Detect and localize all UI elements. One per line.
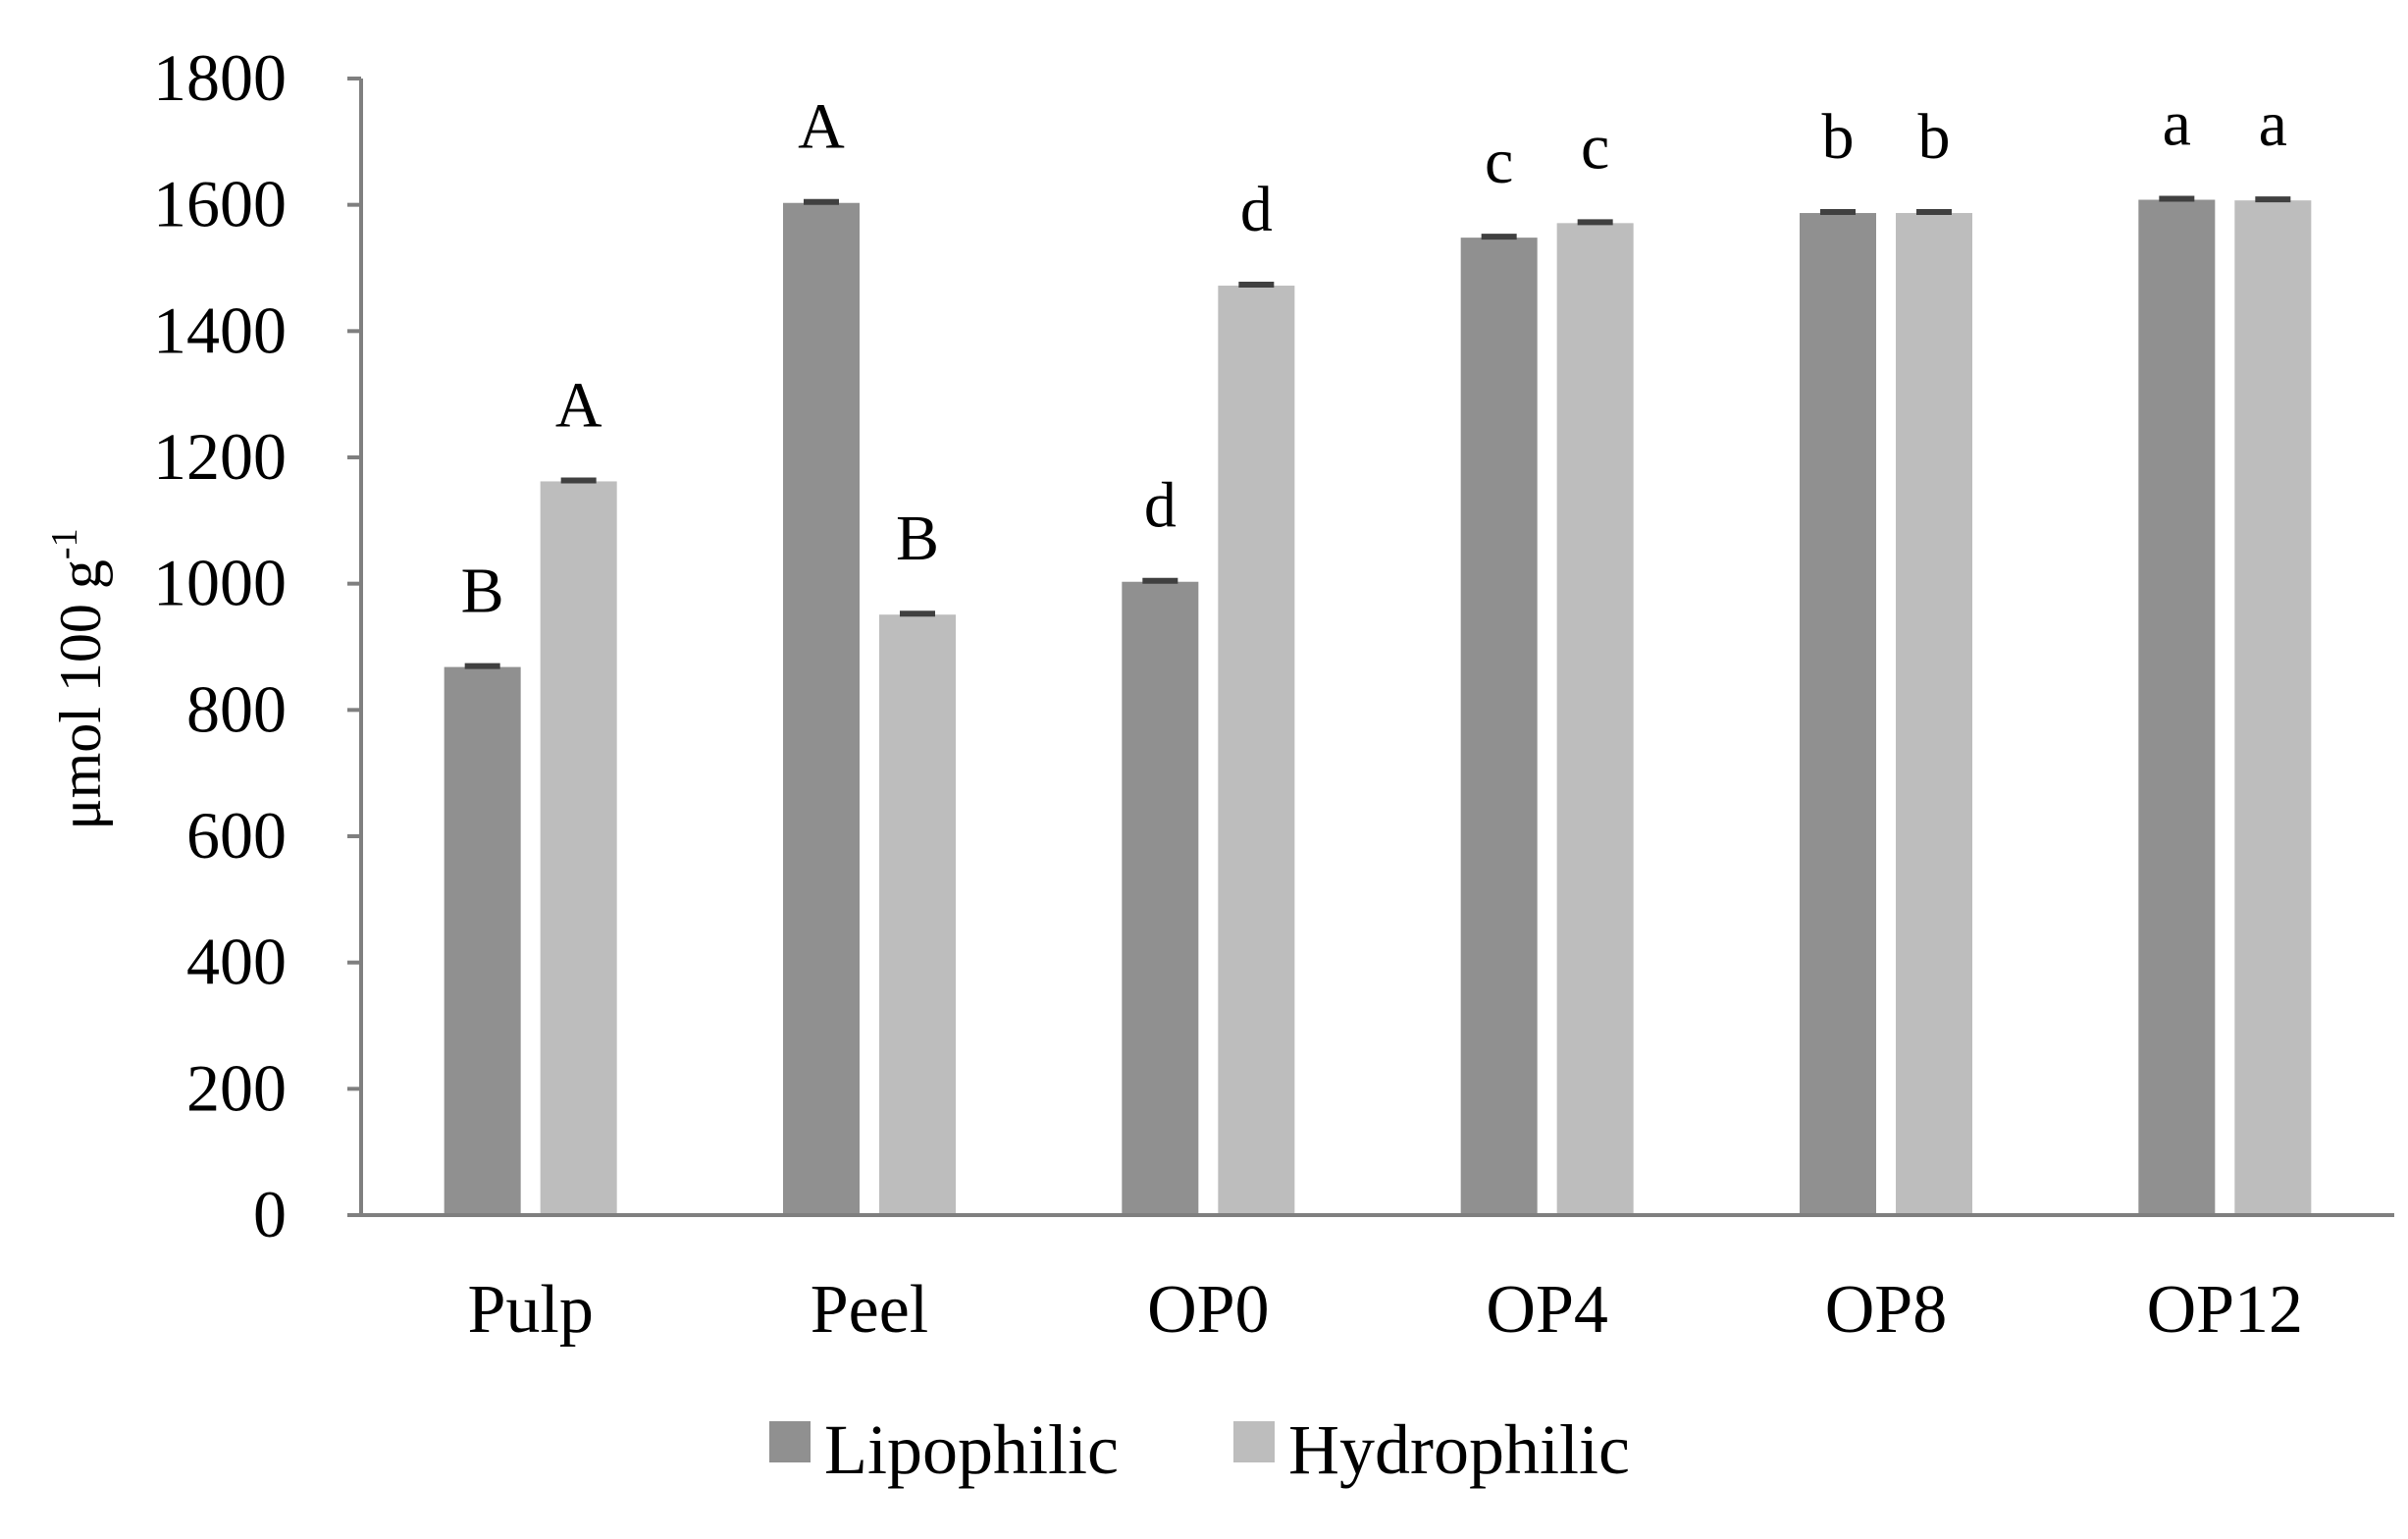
- bar-lipophilic-op8: [1800, 213, 1876, 1215]
- y-tick-label: 0: [253, 1177, 287, 1251]
- bar-hydrophilic-peel: [879, 614, 956, 1215]
- sig-label-hydrophilic-pulp: A: [555, 369, 602, 441]
- x-tick-label-op4: OP4: [1486, 1272, 1607, 1348]
- bar-hydrophilic-op4: [1556, 223, 1634, 1215]
- sig-label-lipophilic-op0: d: [1144, 470, 1177, 542]
- y-tick-label: 1600: [153, 167, 287, 241]
- x-tick-label-op12: OP12: [2147, 1272, 2303, 1348]
- sig-label-lipophilic-op8: b: [1822, 101, 1855, 173]
- sig-label-hydrophilic-op0: d: [1240, 174, 1273, 245]
- legend-swatch-lipophilic: [769, 1421, 811, 1462]
- x-tick-label-pulp: Pulp: [467, 1272, 593, 1348]
- bar-hydrophilic-pulp: [540, 481, 617, 1215]
- y-tick-label: 400: [186, 925, 287, 999]
- bar-lipophilic-pulp: [444, 666, 521, 1215]
- x-axis: Pulp Peel OP0 OP4 OP8 OP12: [361, 1213, 2394, 1348]
- y-tick-label: 200: [186, 1050, 287, 1125]
- sig-label-lipophilic-pulp: B: [461, 556, 504, 627]
- y-tick-label: 1000: [153, 546, 287, 620]
- bar-hydrophilic-op8: [1896, 213, 1972, 1215]
- legend-swatch-hydrophilic: [1233, 1421, 1275, 1462]
- y-tick-label: 1200: [153, 419, 287, 494]
- bar-hydrophilic-op0: [1218, 286, 1295, 1216]
- bar-hydrophilic-op12: [2234, 200, 2312, 1215]
- x-tick-label-op8: OP8: [1825, 1272, 1947, 1348]
- sig-label-lipophilic-op4: c: [1485, 126, 1513, 197]
- significance-labels: B A A B d d c c b b a a: [461, 88, 2287, 627]
- y-tick-label: 800: [186, 671, 287, 746]
- bar-lipophilic-op0: [1122, 581, 1199, 1215]
- sig-label-hydrophilic-op12: a: [2259, 88, 2287, 160]
- bar-lipophilic-op12: [2138, 199, 2216, 1215]
- sig-label-lipophilic-op12: a: [2163, 88, 2191, 160]
- sig-label-hydrophilic-op4: c: [1581, 111, 1609, 183]
- y-tick-label: 600: [186, 798, 287, 873]
- sig-label-lipophilic-peel: A: [798, 91, 845, 163]
- y-axis-label-main: μmol 100 g: [48, 559, 113, 830]
- x-tick-label-peel: Peel: [811, 1272, 929, 1348]
- legend: Lipophilic Hydrophilic: [769, 1410, 1630, 1489]
- y-axis-label: μmol 100 g-1: [44, 528, 113, 829]
- bars: [444, 199, 2312, 1216]
- error-bars: [464, 195, 2291, 669]
- y-axis: 0 200 400 600 800 1000 1200 1400 1600 1800: [153, 40, 363, 1251]
- legend-label-lipophilic: Lipophilic: [824, 1410, 1119, 1489]
- y-axis-title: μmol 100 g-1: [44, 528, 113, 829]
- y-axis-label-superscript: -1: [44, 528, 85, 559]
- y-tick-label: 1400: [153, 292, 287, 367]
- bar-lipophilic-op4: [1460, 238, 1538, 1215]
- sig-label-hydrophilic-peel: B: [896, 503, 939, 574]
- legend-label-hydrophilic: Hydrophilic: [1288, 1410, 1630, 1489]
- x-tick-label-op0: OP0: [1147, 1272, 1269, 1348]
- y-tick-label: 1800: [153, 40, 287, 115]
- bar-lipophilic-peel: [783, 202, 860, 1215]
- sig-label-hydrophilic-op8: b: [1918, 101, 1951, 173]
